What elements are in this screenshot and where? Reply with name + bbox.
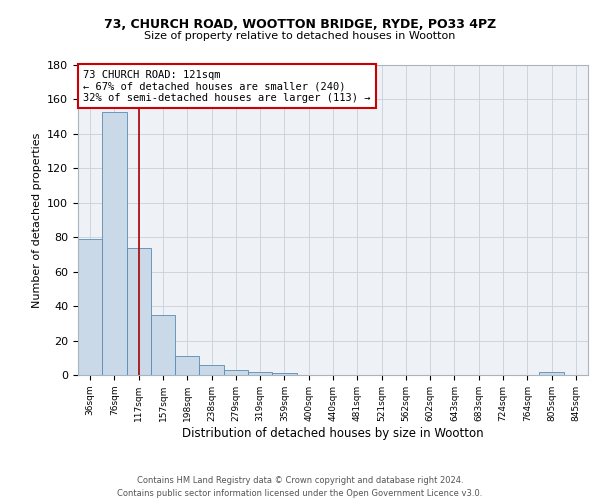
Text: Size of property relative to detached houses in Wootton: Size of property relative to detached ho… [145,31,455,41]
Bar [175,356,199,375]
Bar [224,370,248,375]
Text: Contains HM Land Registry data © Crown copyright and database right 2024.
Contai: Contains HM Land Registry data © Crown c… [118,476,482,498]
Bar [102,112,127,375]
Text: 73 CHURCH ROAD: 121sqm
← 67% of detached houses are smaller (240)
32% of semi-de: 73 CHURCH ROAD: 121sqm ← 67% of detached… [83,70,371,103]
Bar [539,372,564,375]
Bar [272,374,296,375]
Bar [78,239,102,375]
X-axis label: Distribution of detached houses by size in Wootton: Distribution of detached houses by size … [182,426,484,440]
Y-axis label: Number of detached properties: Number of detached properties [32,132,41,308]
Text: 73, CHURCH ROAD, WOOTTON BRIDGE, RYDE, PO33 4PZ: 73, CHURCH ROAD, WOOTTON BRIDGE, RYDE, P… [104,18,496,30]
Bar [151,314,175,375]
Bar [127,248,151,375]
Bar [199,364,224,375]
Bar [248,372,272,375]
